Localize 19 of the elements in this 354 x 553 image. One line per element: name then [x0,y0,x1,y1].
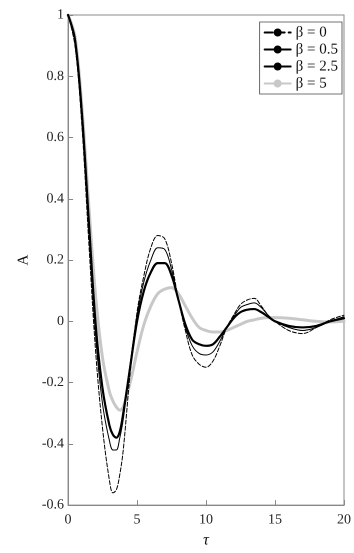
y-tick-label: 1 [57,8,64,22]
y-tick-label: -0.2 [42,375,64,390]
y-tick-label: -0.6 [42,498,64,513]
x-axis-title: τ [203,532,210,548]
x-tick-label: 20 [337,512,351,528]
y-tick-label: 0.6 [46,130,64,146]
legend-label: β = 0.5 [296,42,338,58]
y-tick-label: 0.8 [46,68,64,84]
x-tick-label: 10 [199,512,214,528]
x-tick-label: 15 [268,512,282,528]
y-tick-label: 0.2 [46,252,64,268]
y-axis-title: A [16,254,32,266]
x-tick-label: 5 [134,512,141,528]
y-tick-label: 0.4 [46,191,64,206]
legend-label: β = 0 [296,24,327,40]
legend-label: β = 5 [296,76,327,92]
y-tick-label: 0 [57,314,64,329]
y-tick-label: -0.4 [42,436,64,452]
legend-label: β = 2.5 [296,58,338,74]
